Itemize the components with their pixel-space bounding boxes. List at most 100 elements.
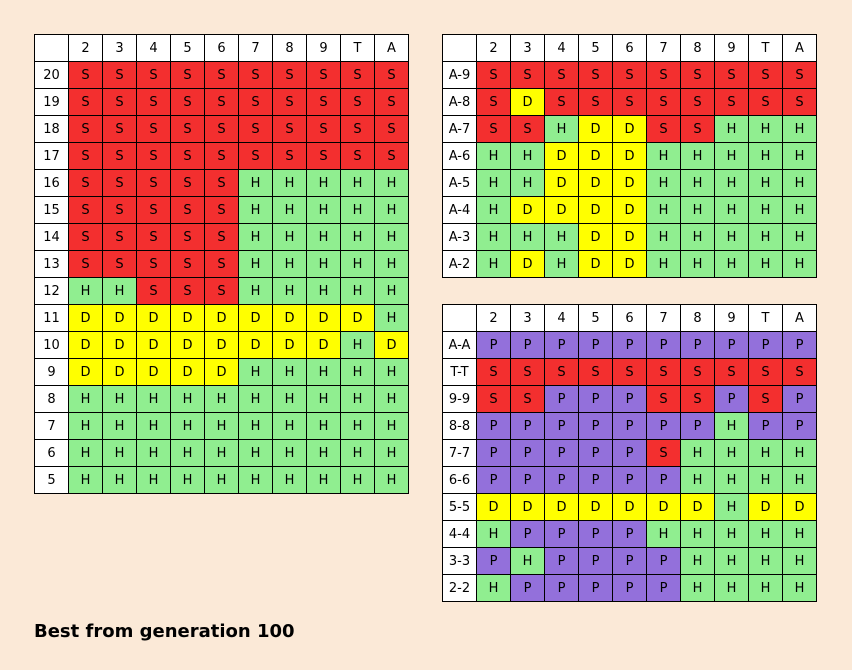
action-cell: H (340, 331, 375, 359)
table-row: 11 D D D D D D D D D H (34, 304, 409, 332)
action-cell: S (476, 88, 511, 116)
action-cell: H (544, 223, 579, 251)
table-row: 7-7 P P P P P S H H H H (442, 439, 817, 467)
corner-cell (34, 34, 69, 62)
action-cell: S (374, 142, 409, 170)
action-cell: S (340, 142, 375, 170)
row-header: A-8 (442, 88, 477, 116)
dealer-column-header: 8 (680, 304, 715, 332)
dealer-column-header: 2 (476, 304, 511, 332)
action-cell: H (476, 223, 511, 251)
action-cell: S (68, 88, 103, 116)
action-cell: D (272, 304, 307, 332)
action-cell: H (340, 439, 375, 467)
action-cell: P (578, 385, 613, 413)
action-cell: H (680, 547, 715, 575)
action-cell: H (374, 223, 409, 251)
action-cell: P (510, 439, 545, 467)
action-cell: H (748, 142, 783, 170)
action-cell: S (102, 196, 137, 224)
dealer-column-header: 6 (204, 34, 239, 62)
action-cell: D (544, 142, 579, 170)
action-cell: H (782, 520, 817, 548)
action-cell: S (374, 61, 409, 89)
dealer-column-header: 8 (680, 34, 715, 62)
action-cell: S (102, 250, 137, 278)
action-cell: H (340, 358, 375, 386)
dealer-column-header: 7 (646, 34, 681, 62)
dealer-column-header: A (782, 34, 817, 62)
action-cell: P (578, 547, 613, 575)
action-cell: H (510, 142, 545, 170)
action-cell: S (204, 88, 239, 116)
action-cell: H (204, 466, 239, 494)
action-cell: D (680, 493, 715, 521)
action-cell: P (612, 466, 647, 494)
action-cell: H (714, 115, 749, 143)
action-cell: S (238, 142, 273, 170)
table-row: 19 S S S S S S S S S S (34, 88, 409, 116)
action-cell: S (102, 61, 137, 89)
action-cell: S (748, 61, 783, 89)
action-cell: H (714, 493, 749, 521)
dealer-column-header: A (782, 304, 817, 332)
row-header: 8 (34, 385, 69, 413)
action-cell: S (578, 358, 613, 386)
action-cell: P (748, 331, 783, 359)
action-cell: D (612, 223, 647, 251)
action-cell: S (646, 358, 681, 386)
action-cell: P (544, 331, 579, 359)
action-cell: P (544, 439, 579, 467)
action-cell: P (578, 466, 613, 494)
action-cell: H (782, 439, 817, 467)
action-cell: H (68, 439, 103, 467)
dealer-column-header: 5 (170, 34, 205, 62)
row-header: A-3 (442, 223, 477, 251)
action-cell: H (680, 250, 715, 278)
table-row: 9-9 S S P P P S S P S P (442, 385, 817, 413)
action-cell: H (374, 466, 409, 494)
action-cell: H (374, 304, 409, 332)
action-cell: H (476, 520, 511, 548)
action-cell: P (782, 385, 817, 413)
action-cell: D (578, 493, 613, 521)
action-cell: H (782, 466, 817, 494)
action-cell: S (782, 88, 817, 116)
action-cell: S (748, 385, 783, 413)
row-header: 7-7 (442, 439, 477, 467)
action-cell: D (272, 331, 307, 359)
action-cell: H (544, 250, 579, 278)
action-cell: S (170, 88, 205, 116)
action-cell: H (646, 250, 681, 278)
action-cell: H (68, 466, 103, 494)
action-cell: H (272, 358, 307, 386)
action-cell: S (340, 88, 375, 116)
action-cell: H (748, 520, 783, 548)
action-cell: H (714, 250, 749, 278)
dealer-column-header: 3 (510, 34, 545, 62)
table-row: 18 S S S S S S S S S S (34, 115, 409, 143)
dealer-column-header: 6 (612, 304, 647, 332)
action-cell: P (544, 574, 579, 602)
table-row: A-9 S S S S S S S S S S (442, 61, 817, 89)
action-cell: S (272, 115, 307, 143)
row-header: 20 (34, 61, 69, 89)
action-cell: S (102, 142, 137, 170)
action-cell: P (714, 385, 749, 413)
action-cell: H (238, 223, 273, 251)
action-cell: P (680, 331, 715, 359)
action-cell: S (510, 358, 545, 386)
action-cell: H (680, 142, 715, 170)
action-cell: D (510, 196, 545, 224)
action-cell: H (340, 385, 375, 413)
action-cell: H (714, 412, 749, 440)
action-cell: D (306, 304, 341, 332)
action-cell: D (544, 169, 579, 197)
action-cell: H (544, 115, 579, 143)
table-row: 13 S S S S S H H H H H (34, 250, 409, 278)
action-cell: S (714, 358, 749, 386)
action-cell: S (510, 385, 545, 413)
